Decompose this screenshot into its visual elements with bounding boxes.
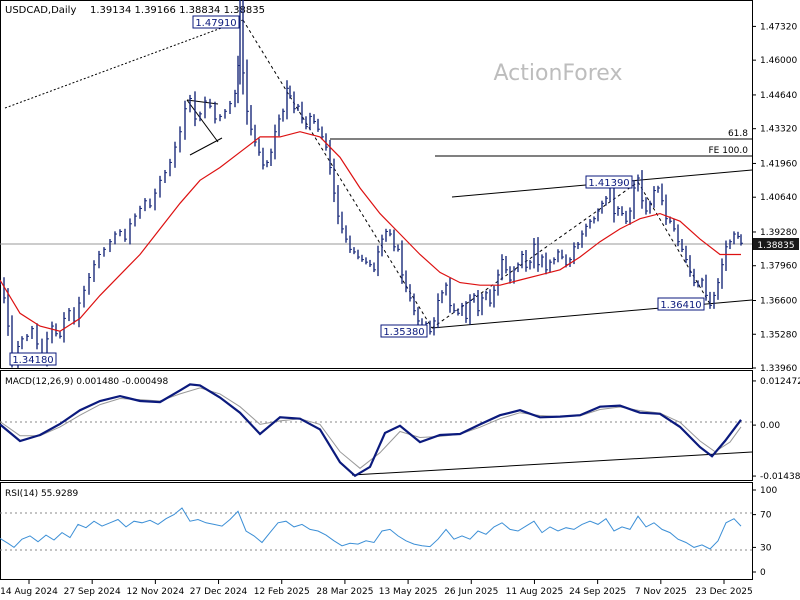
trendline-pullback-dashed [637,181,711,305]
last-price-text: 1.38835 [757,241,794,251]
price-y-tick-label: 1.43320 [760,125,797,135]
macd-y-axis: 0.012472 0.00 -0.014389 [752,377,800,482]
annotation-high-2: 1.41390 [585,175,633,189]
x-tick-label: 7 Nov 2025 [635,587,687,597]
x-tick-label: 27 Dec 2024 [190,587,248,597]
triangle-diagonal-line [186,99,219,143]
triangle-upper-line [186,99,219,105]
price-panel-frame [0,0,753,369]
price-y-tick-label: 1.35280 [760,330,797,340]
x-tick-label: 12 Feb 2025 [254,587,310,597]
x-tick-label: 11 Aug 2025 [506,587,564,597]
price-y-tick-label: 1.47320 [760,22,797,32]
chart-symbol: USDCAD,Daily [5,5,76,16]
price-y-tick-label: 1.39280 [760,228,797,238]
rsi-y-tick-label: 30 [760,543,772,553]
rsi-series-line [0,507,742,550]
rsi-line [0,507,742,550]
annotation-low-2: 1.35380 [380,324,428,338]
annotation-low-1: 1.34180 [9,352,57,366]
last-price-box: 1.38835 [753,238,799,251]
macd-y-tick-label: -0.014389 [760,472,800,482]
annotation-low-3-text: 1.36410 [660,300,701,311]
x-tick-label: 27 Sep 2024 [64,587,121,597]
macd-lines [0,383,742,478]
rsi-y-tick-label: 100 [760,486,777,496]
annotation-high-1-text: 1.47910 [195,18,236,29]
price-y-tick-label: 1.37960 [760,262,797,272]
trendline-down-dashed [242,19,433,329]
price-y-tick-label: 1.40640 [760,193,797,203]
fe-100-label: FE 100.0 [709,146,749,156]
x-tick-label: 13 May 2025 [379,587,438,597]
fib-61-8-label: 61.8 [728,129,748,139]
price-y-tick-label: 1.41960 [760,159,797,169]
price-y-tick-label: 1.46000 [760,56,797,66]
annotation-low-3: 1.36410 [657,297,705,311]
rsi-y-axis: 100 70 30 0 [752,486,777,578]
rsi-panel-frame [0,482,753,580]
triangle-lower-line [189,137,223,156]
rsi-y-tick-label: 0 [760,568,766,578]
x-tick-label: 26 Jun 2025 [444,587,498,597]
price-y-tick-label: 1.36600 [760,297,797,307]
price-y-tick-label: 1.33960 [760,364,797,374]
x-tick-label: 28 Mar 2025 [316,587,373,597]
watermark: ActionForex [494,61,623,86]
x-tick-label: 14 Aug 2024 [0,587,58,597]
price-y-tick-label: 1.44640 [760,91,797,101]
rsi-y-tick-label: 70 [760,511,772,521]
price-y-axis: 1.47320 1.46000 1.44640 1.43320 1.41960 1.406… [752,22,797,374]
macd-signal-line [0,387,742,469]
macd-main-line [0,383,742,478]
macd-label: MACD(12,26,9) 0.001480 -0.000498 [5,377,168,387]
rsi-label: RSI(14) 55.9289 [5,489,78,499]
annotation-low-2-text: 1.35380 [383,327,424,338]
moving-average [0,131,741,332]
moving-average-line [0,131,741,332]
macd-y-tick-label: 0.012472 [760,377,800,387]
annotation-low-1-text: 1.34180 [12,355,53,366]
x-tick-label: 24 Sep 2025 [569,587,626,597]
macd-trendline [351,451,753,476]
macd-y-tick-label: 0.00 [760,421,780,431]
x-tick-label: 23 Dec 2025 [695,587,753,597]
macd-panel-frame [0,370,753,481]
annotation-high-2-text: 1.41390 [588,178,629,189]
x-axis: 14 Aug 2024 27 Sep 2024 12 Nov 2024 27 Dec … [0,580,753,597]
chart-ohlc: 1.39134 1.39166 1.38834 1.38835 [90,5,265,16]
trendline-up-dotted [4,19,244,109]
x-tick-label: 12 Nov 2024 [127,587,185,597]
annotation-high-1: 1.47910 [192,15,240,29]
